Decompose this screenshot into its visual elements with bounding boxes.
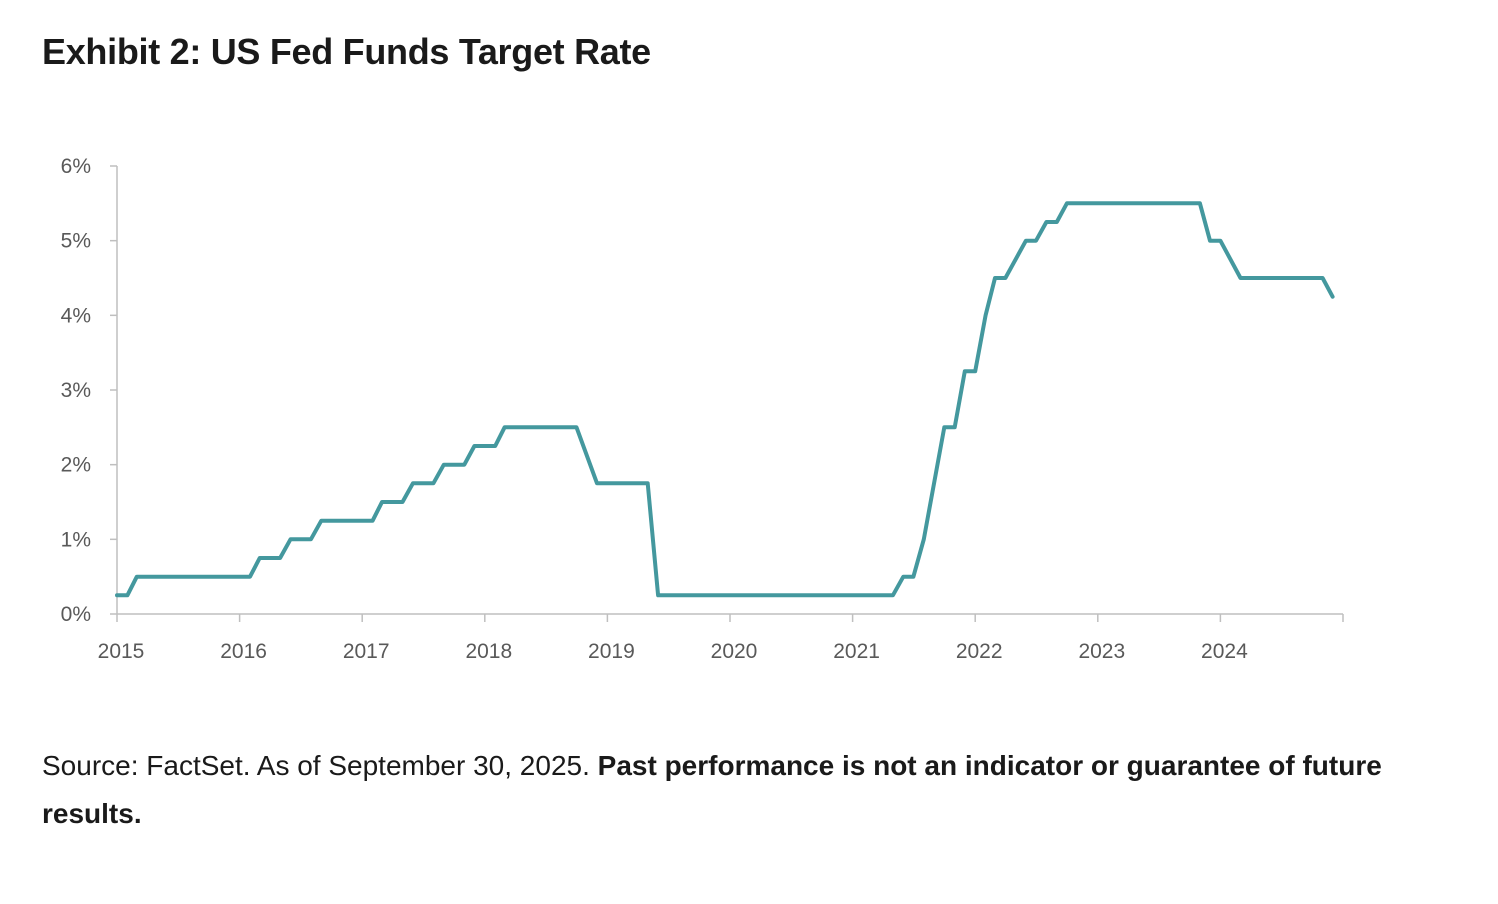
y-tick-label: 1% [61,528,91,551]
y-tick-label: 0% [61,603,91,626]
x-tick-label: 2015 [98,640,145,663]
fed-funds-line-chart: 0% 1% 2% 3% 4% 5% 6% 2015 2016 2017 2018 2019 2020 20… [61,155,1344,663]
y-tick-label: 2% [61,454,91,477]
series-line-0 [115,201,1335,598]
x-tick-label: 2017 [343,640,390,663]
x-tick-label: 2023 [1078,640,1125,663]
chart-footnote: Source: FactSet. As of September 30, 202… [42,742,1442,838]
x-tick-label: 2016 [220,640,267,663]
chart-axes [116,166,1343,615]
x-tick-label: 2019 [588,640,635,663]
x-tick-label: 2018 [465,640,512,663]
x-tick-label: 2022 [956,640,1003,663]
chart-series [115,201,1335,598]
y-tick-label: 4% [61,304,91,327]
y-tick-label: 5% [61,230,91,253]
x-tick-label: 2020 [711,640,758,663]
source-note: Source: FactSet. As of September 30, 202… [42,750,590,781]
disclaimer-note: Past performance is not an indicator or … [42,750,1382,829]
page-title: Exhibit 2: US Fed Funds Target Rate [42,31,651,72]
y-tick-label: 3% [61,379,91,402]
chart-ticks: 0% 1% 2% 3% 4% 5% 6% 2015 2016 2017 2018 2019 2020 20… [61,155,1344,663]
x-tick-label: 2021 [833,640,880,663]
y-tick-label: 6% [61,155,91,178]
x-tick-label: 2024 [1201,640,1248,663]
